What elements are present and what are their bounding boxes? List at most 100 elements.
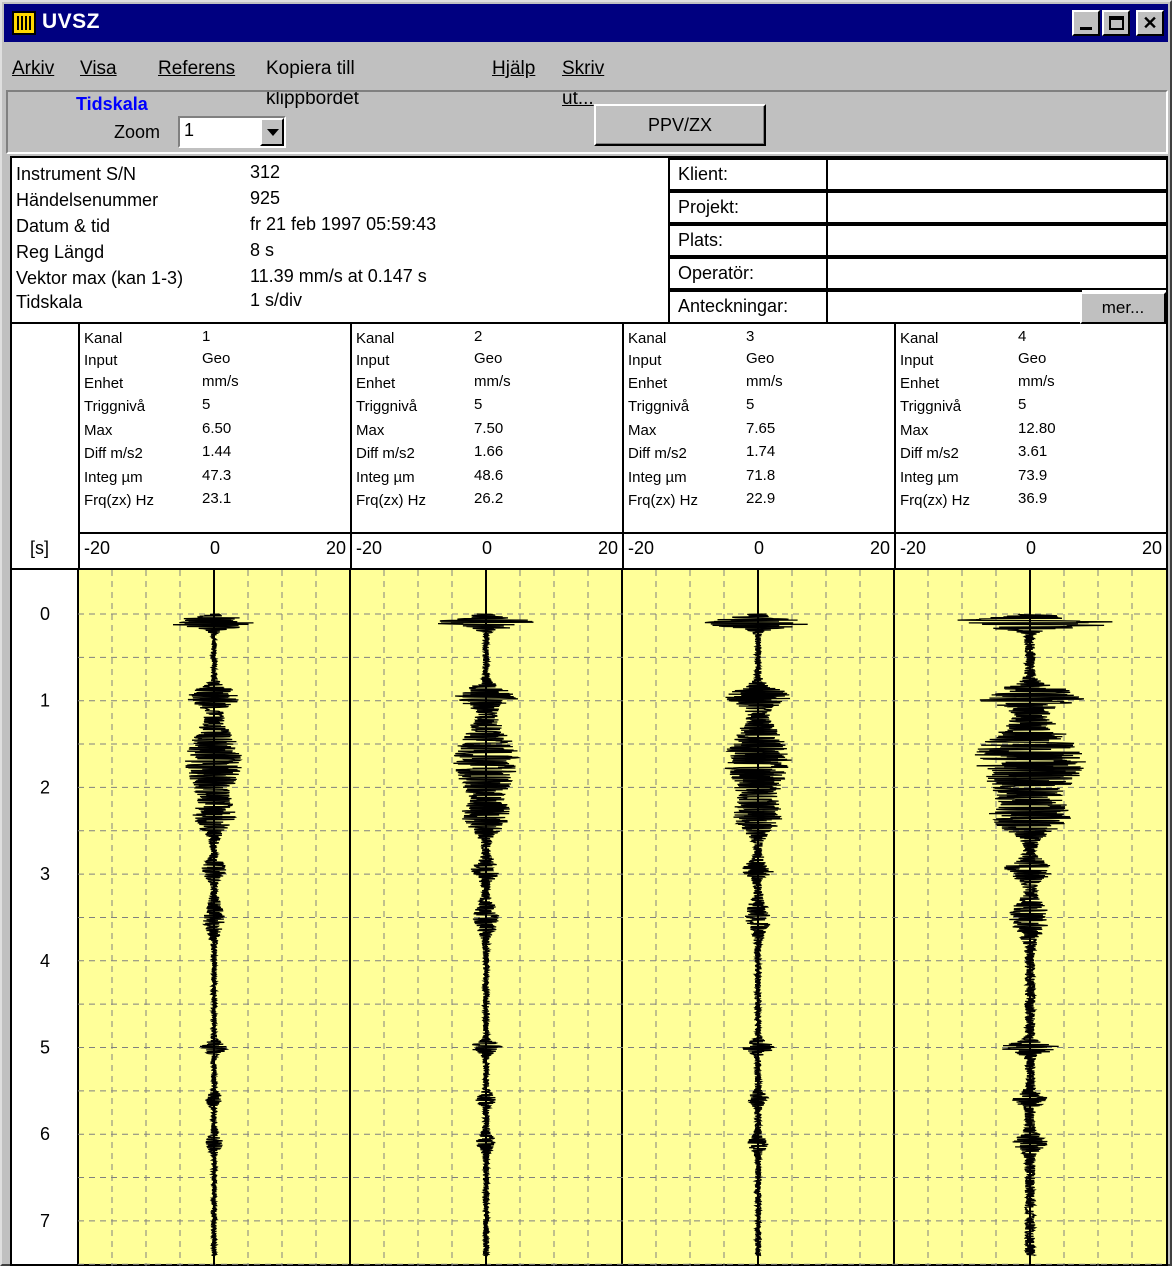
channel-field-value: Geo <box>202 350 231 367</box>
zoom-select[interactable]: 1 <box>178 116 286 148</box>
channel-field-label: Diff m/s2 <box>356 445 415 462</box>
menu-arkiv-label: Arkiv <box>12 58 55 79</box>
anteckningar-field[interactable] <box>826 290 1082 324</box>
y-tick-label: 1 <box>40 691 50 711</box>
waveform-channel-1 <box>172 613 254 1257</box>
menu-kopiera[interactable]: Kopiera till klippbordet <box>266 54 359 109</box>
y-tick-label: 6 <box>40 1124 50 1144</box>
waveform-plot[interactable]: 0 1 2 3 4 5 6 7 <box>10 570 1168 1266</box>
channel-field-value: 48.6 <box>474 467 504 484</box>
minimize-button[interactable] <box>1072 10 1100 36</box>
ppv-zx-button[interactable]: PPV/ZX <box>594 104 766 146</box>
channel-field-value: 7.50 <box>474 420 504 437</box>
channel-field-value: 1.44 <box>202 443 232 460</box>
klient-field[interactable] <box>826 158 1168 191</box>
channel-field-label: Diff m/s2 <box>900 445 959 462</box>
channel-field-value: 3 <box>746 328 755 345</box>
menu-referens[interactable]: Referens <box>158 54 235 84</box>
channel-field-label: Input <box>900 352 934 369</box>
zoom-label: Zoom <box>114 122 161 142</box>
menu-arkiv[interactable]: Arkiv <box>12 54 54 84</box>
channel-info-2: Kanal 2 Input Geo Enhet mm/s Triggnivå 5 Max 7.50… <box>350 324 622 532</box>
channel-field-value: Geo <box>746 350 775 367</box>
y-tick-label: 2 <box>40 777 50 797</box>
maximize-button[interactable] <box>1102 10 1130 36</box>
channel-field-value: 7.65 <box>746 420 776 437</box>
channel-field-value: 36.9 <box>1018 490 1048 507</box>
channel-field-value: 1 <box>202 328 211 345</box>
channel-scale-2: -20 0 20 <box>350 532 622 570</box>
channel-field-label: Integ µm <box>900 469 959 486</box>
channel-field-label: Kanal <box>628 330 667 347</box>
channel-field-value: 26.2 <box>474 490 504 507</box>
meta-panel: Klient: Projekt: Plats: Operatör: Anteck… <box>670 156 1168 324</box>
window-title: UVSZ <box>42 10 101 33</box>
channel-field-label: Frq(zx) Hz <box>900 492 970 509</box>
menu-skriv-ut-label: Skriv ut... <box>562 58 605 109</box>
info-value: 8 s <box>250 240 275 260</box>
maximize-icon <box>1109 16 1124 30</box>
plats-field[interactable] <box>826 224 1168 257</box>
projekt-label: Projekt: <box>670 191 828 224</box>
channel-field-label: Integ µm <box>84 469 143 486</box>
channel-field-label: Frq(zx) Hz <box>356 492 426 509</box>
channel-field-label: Frq(zx) Hz <box>84 492 154 509</box>
channel-field-label: Diff m/s2 <box>84 445 143 462</box>
projekt-field[interactable] <box>826 191 1168 224</box>
channel-field-label: Max <box>628 422 657 439</box>
channel-field-label: Kanal <box>84 330 123 347</box>
menu-skriv-ut[interactable]: Skriv ut... <box>562 54 604 109</box>
channel-field-label: Kanal <box>356 330 395 347</box>
menu-visa[interactable]: Visa <box>80 54 117 84</box>
waveform-channel-2 <box>437 613 534 1257</box>
channel-field-label: Max <box>84 422 113 439</box>
channel-field-value: 47.3 <box>202 467 232 484</box>
scale-tick-mid: 0 <box>482 538 493 558</box>
channel-field-value: 3.61 <box>1018 443 1048 460</box>
app-icon[interactable] <box>12 11 36 35</box>
scale-tick-min: -20 <box>356 538 383 558</box>
close-button[interactable]: ✕ <box>1136 10 1164 36</box>
scale-tick-mid: 0 <box>754 538 765 558</box>
channel-field-value: mm/s <box>474 373 511 390</box>
channel-info-1: Kanal 1 Input Geo Enhet mm/s Triggnivå 5 Max 6.50… <box>78 324 350 532</box>
channel-field-label: Max <box>356 422 385 439</box>
channel-field-value: 1.66 <box>474 443 504 460</box>
channel-field-value: 5 <box>1018 396 1027 413</box>
operator-field[interactable] <box>826 257 1168 290</box>
toolbar: Tidskala Zoom 1 PPV/ZX <box>6 90 1168 154</box>
channel-field-label: Enhet <box>84 375 124 392</box>
title-bar[interactable]: UVSZ ✕ <box>4 4 1168 42</box>
channel-field-label: Triggnivå <box>900 398 962 415</box>
klient-label: Klient: <box>670 158 828 191</box>
channel-info-4: Kanal 4 Input Geo Enhet mm/s Triggnivå 5 Max 12.8… <box>894 324 1166 532</box>
channel-field-label: Input <box>628 352 662 369</box>
channel-field-value: 73.9 <box>1018 467 1048 484</box>
waveform-channel-4 <box>957 613 1113 1257</box>
scale-tick-max: 20 <box>1142 538 1163 558</box>
operator-label: Operatör: <box>670 257 828 290</box>
channel-field-label: Input <box>356 352 390 369</box>
channel-field-label: Enhet <box>900 375 940 392</box>
chevron-down-icon[interactable] <box>260 118 284 146</box>
channel-field-label: Triggnivå <box>84 398 146 415</box>
info-value: 1 s/div <box>250 290 303 310</box>
mer-button[interactable]: mer... <box>1080 292 1166 324</box>
info-value: 312 <box>250 162 281 182</box>
menu-hjalp[interactable]: Hjälp <box>492 54 535 84</box>
channel-field-label: Enhet <box>356 375 396 392</box>
event-info-panel: Instrument S/N 312 Händelsenummer 925 Da… <box>10 156 670 324</box>
channel-scale-3: -20 0 20 <box>622 532 894 570</box>
y-tick-label: 7 <box>40 1211 50 1231</box>
channel-field-label: Input <box>84 352 118 369</box>
channel-field-value: mm/s <box>202 373 239 390</box>
waveform-channel-3 <box>704 613 808 1257</box>
info-label: Instrument S/N <box>16 164 137 184</box>
y-tick-label: 4 <box>40 951 50 971</box>
info-label: Reg Längd <box>16 242 105 262</box>
scale-tick-max: 20 <box>326 538 347 558</box>
info-value: 11.39 mm/s at 0.147 s <box>250 266 427 286</box>
info-value: fr 21 feb 1997 05:59:43 <box>250 214 437 234</box>
y-tick-label: 3 <box>40 864 50 884</box>
channel-field-value: 12.80 <box>1018 420 1056 437</box>
